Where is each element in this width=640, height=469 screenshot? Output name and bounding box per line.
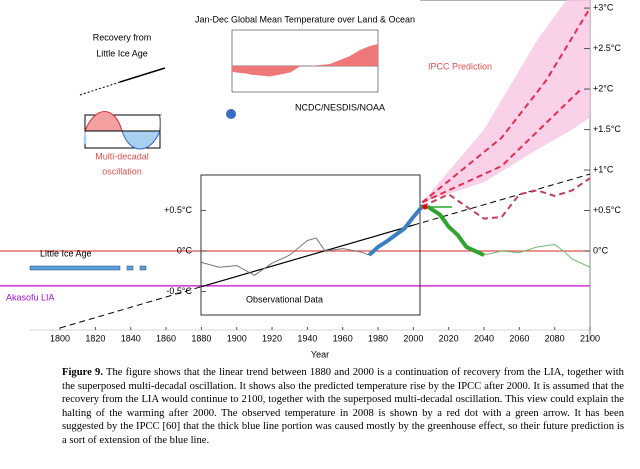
y-tick-label: +3°C [593,2,614,12]
series-line [367,204,428,257]
x-tick-label: 1960 [333,333,353,343]
inset-title: Jan-Dec Global Mean Temperature over Lan… [195,14,415,24]
recovery-line-dotted [79,81,121,96]
x-tick-label: 2060 [509,333,529,343]
inset-area-low [231,65,301,77]
x-tick-label: 1860 [156,333,176,343]
annotation: oscillation [102,166,142,176]
series-line [421,177,590,220]
inset-source: NCDC/NESDIS/NOAA [295,102,385,112]
y-tick-label: 0°C [177,245,193,255]
inset-area [232,44,378,76]
y-tick-label: +2.5°C [593,43,621,53]
lia-bar [29,265,121,271]
noaa-logo [226,109,236,119]
series-line [483,244,590,268]
y-tick-label: +2°C [593,83,614,93]
x-tick-label: 2080 [545,333,565,343]
annotation: Recovery from [93,32,152,42]
series-line [201,224,414,288]
annotation: Little Ice Age [96,48,148,58]
chart: Jan-Dec Global Mean Temperature over Lan… [0,0,621,359]
x-tick-label: 1900 [227,333,247,343]
osc-down [121,130,161,150]
red-dot [422,204,428,210]
x-tick-label: 2040 [474,333,494,343]
x-tick-label: 1880 [191,333,211,343]
x-tick-label: 1840 [121,333,141,343]
osc-up [84,111,123,132]
annotation: IPCC Prediction [428,61,492,71]
x-tick-label: 2100 [580,333,600,343]
series-line [421,7,590,204]
caption-label: Figure 9. [62,367,103,378]
y-tick-label: -0.5°C [166,286,192,296]
annotation: Little Ice Age [40,248,92,258]
y-tick-label: +1.5°C [593,124,621,134]
x-tick-label: 1800 [50,333,70,343]
lia-bar [139,265,147,271]
recovery-line [119,67,166,83]
y-tick-label: +1°C [593,164,614,174]
y-tick-label: +0.5°C [593,205,621,215]
series-line [426,204,485,257]
x-tick-label: 2020 [439,333,459,343]
series-line [59,286,202,329]
x-tick-label: 1940 [297,333,317,343]
caption-text: The figure shows that the linear trend b… [62,367,624,446]
x-tick-label: 1920 [262,333,282,343]
prediction-band [422,0,590,203]
caption: Figure 9. The figure shows that the line… [62,366,624,448]
series-line [421,88,582,204]
annotation: Multi-decadal [95,151,149,161]
series-line [201,237,370,276]
obs-frame [200,174,421,316]
lia-bar [126,265,134,271]
x-tick-label: 1820 [85,333,105,343]
x-tick-label: 1980 [368,333,388,343]
x-tick-label: 2000 [403,333,423,343]
y-tick-label: +0.5°C [164,205,192,215]
plot [59,0,590,329]
x-axis-label: Year [311,349,329,359]
annotation: Akasofu LIA [6,292,55,302]
annotation: Observational Data [246,294,323,304]
y-tick-label: 0°C [593,245,609,255]
